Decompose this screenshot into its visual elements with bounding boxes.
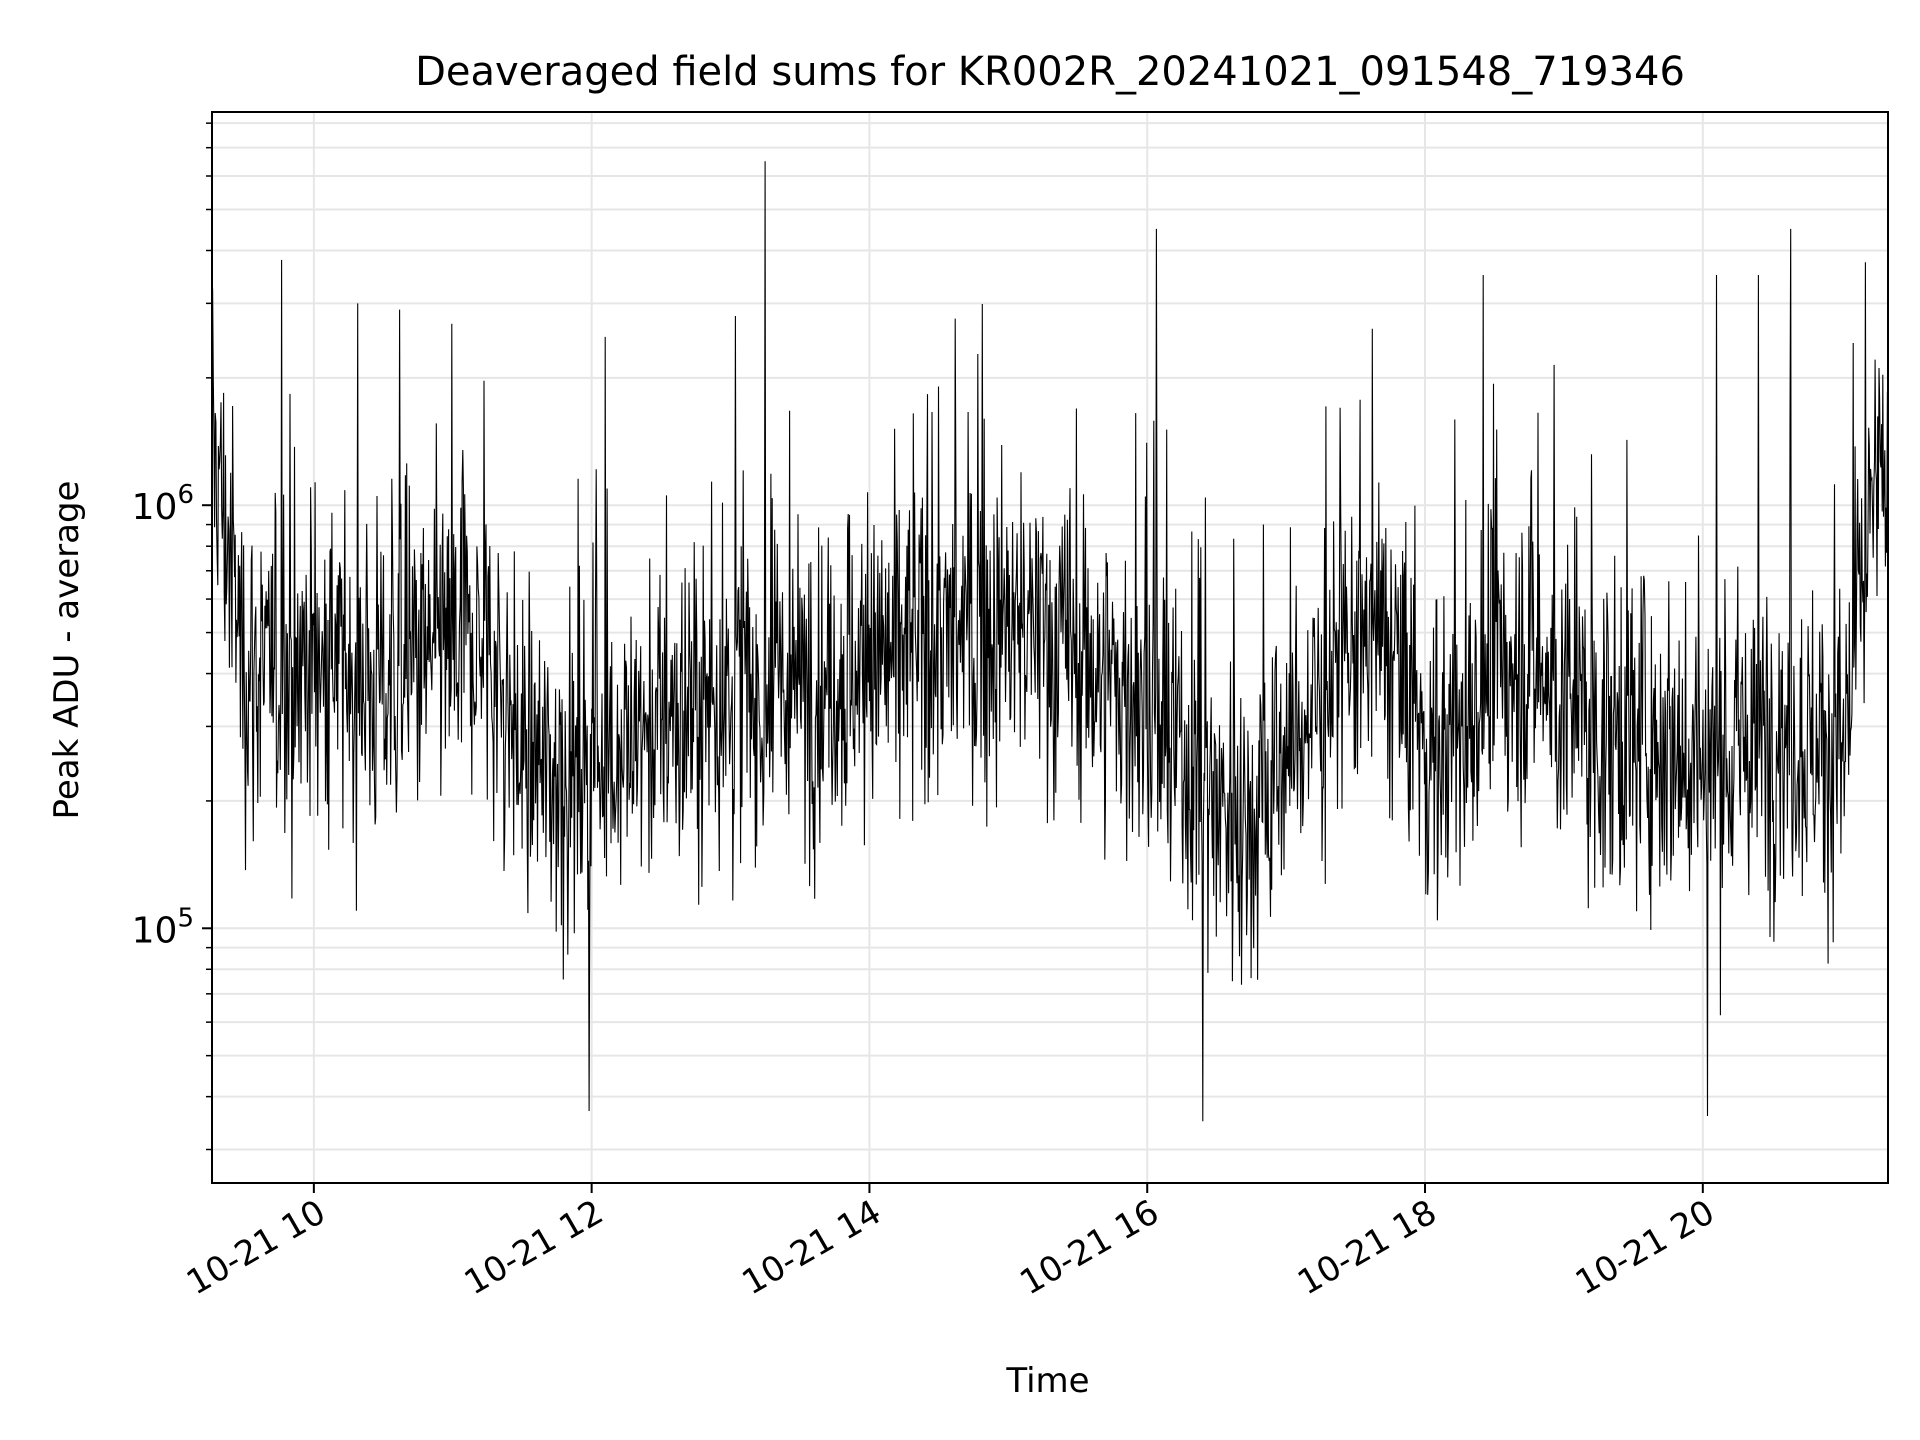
y-tick-base: 10 bbox=[132, 910, 178, 951]
y-axis-label: Peak ADU - average bbox=[47, 481, 87, 820]
y-tick-label: 106 bbox=[132, 480, 194, 528]
chart-title: Deaveraged field sums for KR002R_2024102… bbox=[415, 49, 1685, 95]
y-tick-base: 10 bbox=[132, 487, 178, 528]
plot-area bbox=[211, 161, 1889, 1122]
series-line bbox=[211, 161, 1889, 1122]
x-axis-label: Time bbox=[1005, 1361, 1089, 1401]
axes-frame bbox=[211, 111, 1889, 1184]
y-tick-exponent: 6 bbox=[177, 480, 194, 510]
y-tick-exponent: 5 bbox=[177, 903, 194, 933]
y-tick-label: 105 bbox=[132, 903, 194, 951]
